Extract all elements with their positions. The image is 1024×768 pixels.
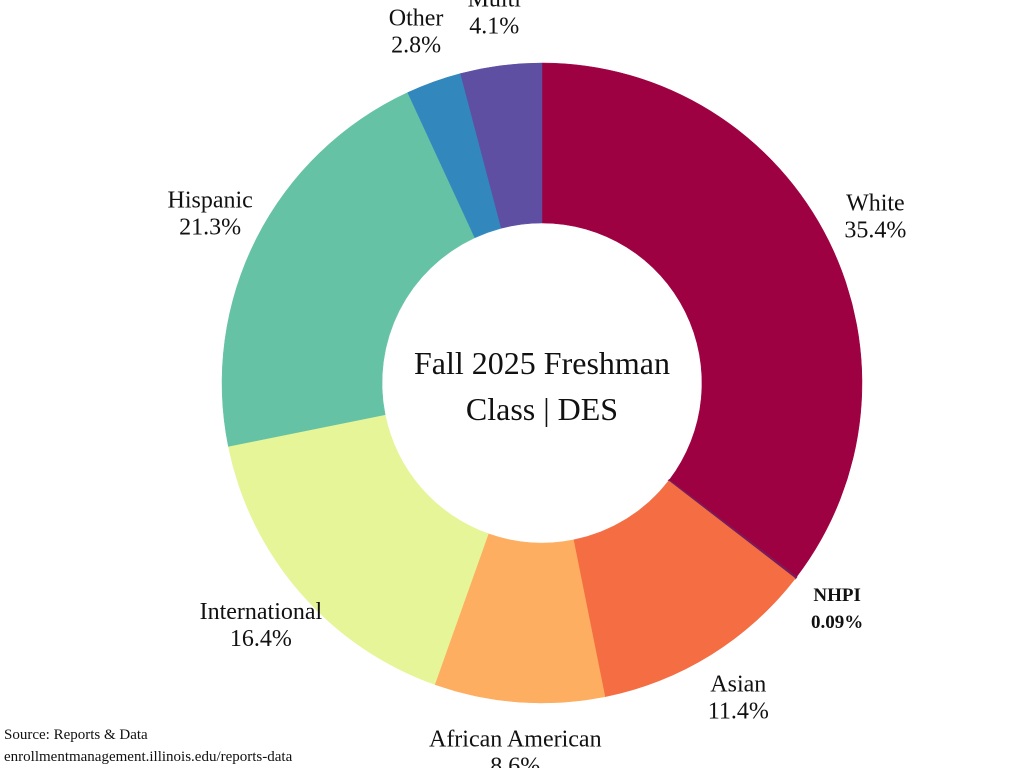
- value-label: 4.1%: [469, 14, 519, 40]
- value-label: 2.8%: [391, 32, 441, 58]
- slice-label: Other: [389, 5, 444, 31]
- slice-label: NHPI: [813, 585, 861, 606]
- source: Source: Reports & Data enrollmentmanagem…: [4, 724, 292, 768]
- slice-label: Asian: [710, 671, 766, 697]
- value-label: 0.09%: [811, 612, 863, 633]
- slice-label: International: [200, 599, 323, 625]
- value-label: 11.4%: [708, 698, 769, 724]
- slice-label: Hispanic: [168, 187, 253, 213]
- chart-title: Fall 2025 Freshman Class | DES: [414, 345, 670, 427]
- slice-label: White: [846, 190, 905, 216]
- source-line: Source: Reports & Data: [4, 727, 148, 743]
- slice: [228, 414, 489, 685]
- slice: [221, 92, 476, 447]
- slice-label: African American: [429, 727, 602, 753]
- slice: [460, 62, 543, 229]
- value-label: 8.6%: [490, 754, 540, 768]
- source-line: enrollmentmanagement.illinois.edu/report…: [4, 749, 293, 765]
- slice: [573, 480, 796, 698]
- slice-label: Multi: [468, 0, 522, 13]
- slice: [541, 62, 863, 578]
- value-label: 35.4%: [844, 217, 906, 243]
- value-label: 21.3%: [179, 214, 241, 240]
- value-label: 16.4%: [230, 626, 292, 652]
